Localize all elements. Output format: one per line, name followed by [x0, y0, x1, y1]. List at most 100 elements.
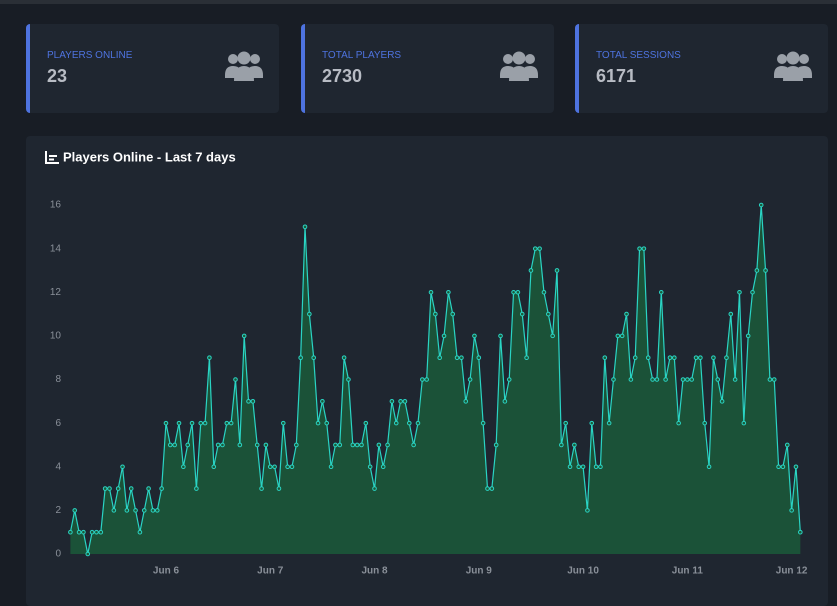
point — [771, 377, 777, 382]
point — [680, 377, 686, 382]
point — [493, 442, 499, 448]
point — [350, 442, 356, 448]
point — [724, 355, 729, 360]
point — [706, 464, 712, 470]
point — [693, 355, 699, 360]
point — [541, 289, 547, 295]
point — [372, 486, 377, 491]
point — [637, 246, 642, 251]
point — [411, 442, 416, 448]
point — [550, 333, 555, 339]
point — [485, 486, 490, 491]
point — [784, 442, 790, 448]
point — [628, 377, 634, 382]
point — [194, 486, 199, 491]
point — [359, 442, 364, 448]
y-tick-label: 0 — [55, 549, 61, 560]
point — [72, 508, 78, 513]
point — [454, 355, 460, 360]
point — [385, 442, 390, 448]
point — [124, 508, 130, 513]
point — [554, 268, 560, 273]
point — [285, 464, 290, 470]
point — [168, 442, 173, 448]
point — [185, 442, 190, 448]
point — [128, 486, 134, 491]
point — [202, 420, 208, 426]
x-tick-label: Jun 11 — [672, 566, 704, 577]
users-icon — [500, 51, 538, 81]
point — [220, 442, 225, 448]
point — [615, 333, 621, 339]
point — [489, 486, 495, 491]
point — [702, 420, 708, 426]
point — [645, 355, 651, 360]
point — [107, 486, 112, 491]
point — [459, 355, 464, 360]
y-tick-label: 12 — [50, 287, 62, 298]
point — [672, 355, 677, 360]
card-value: 6171 — [596, 66, 637, 86]
point — [624, 311, 629, 317]
point — [532, 246, 538, 251]
point — [376, 442, 382, 448]
point — [589, 420, 595, 426]
point — [294, 442, 299, 448]
point — [528, 268, 534, 273]
point — [150, 508, 156, 513]
point — [437, 355, 442, 360]
card-label: TOTAL SESSIONS — [596, 50, 681, 61]
area — [70, 205, 801, 554]
point — [393, 420, 399, 426]
point — [506, 377, 512, 382]
x-tick-label: Jun 12 — [776, 566, 808, 577]
point — [580, 464, 586, 470]
users-icon — [774, 51, 812, 81]
point — [667, 355, 673, 360]
point — [745, 333, 751, 339]
point — [641, 246, 647, 251]
point — [241, 333, 247, 339]
point — [663, 377, 668, 382]
point — [602, 355, 608, 360]
point — [398, 399, 403, 404]
y-tick-label: 2 — [55, 505, 61, 516]
card-value: 2730 — [322, 66, 363, 86]
y-tick-label: 4 — [55, 461, 61, 472]
point — [354, 442, 360, 448]
point — [276, 486, 282, 491]
point — [463, 399, 469, 404]
point — [689, 377, 694, 382]
point — [233, 377, 238, 382]
point — [68, 529, 73, 535]
point — [81, 529, 86, 535]
point — [598, 464, 603, 470]
y-tick-label: 14 — [50, 243, 62, 254]
point — [341, 355, 347, 360]
point — [728, 311, 734, 317]
point — [559, 442, 564, 448]
point — [146, 486, 151, 491]
point — [141, 508, 147, 513]
point — [793, 464, 799, 470]
x-tick-label: Jun 9 — [466, 566, 493, 577]
x-tick-label: Jun 6 — [153, 566, 180, 577]
point — [711, 355, 716, 360]
point — [685, 377, 690, 382]
point — [567, 464, 573, 470]
point — [172, 442, 177, 448]
point — [654, 377, 660, 382]
point — [480, 420, 486, 426]
point — [380, 464, 386, 470]
users-icon — [225, 51, 263, 81]
point — [176, 420, 182, 426]
point — [472, 333, 477, 339]
chart: Players Online - Last 7 days 0 2 4 6 8 10 12 14… — [45, 149, 808, 577]
y-tick-label: 8 — [55, 374, 61, 385]
point — [585, 508, 590, 513]
point — [563, 420, 568, 426]
point — [159, 486, 164, 491]
card-value: 23 — [47, 66, 68, 86]
point — [658, 289, 664, 295]
point — [189, 420, 195, 426]
